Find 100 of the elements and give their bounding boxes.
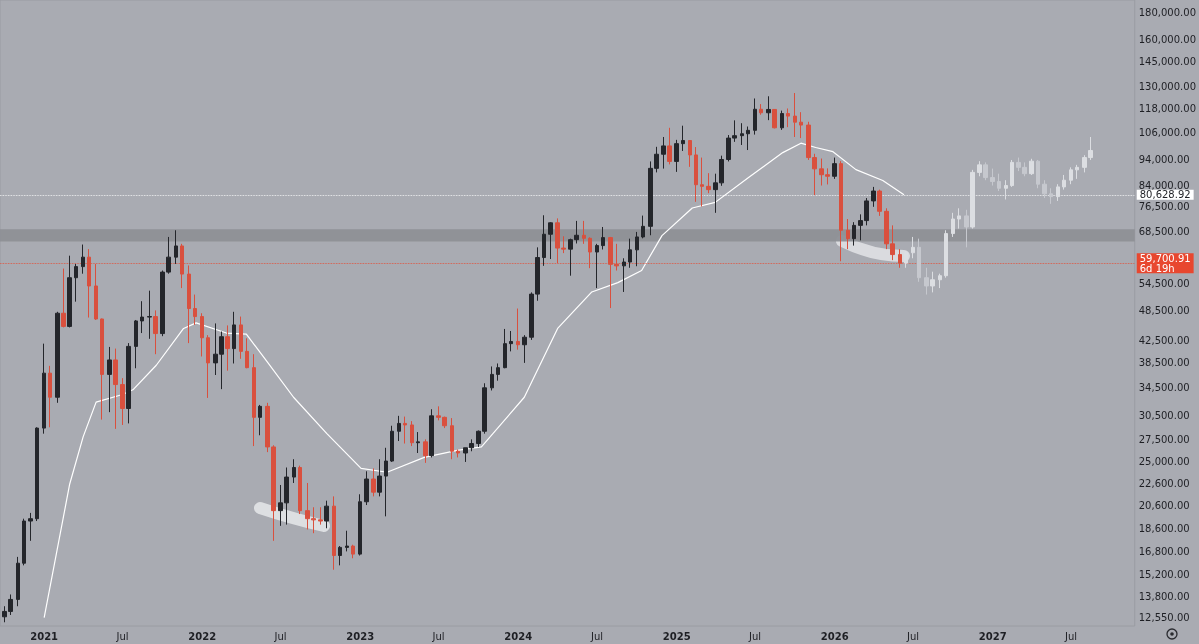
candlestick (898, 248, 902, 269)
x-tick-label: 2021 (30, 630, 59, 642)
candlestick (746, 126, 750, 151)
candlestick (542, 214, 546, 267)
x-tick-label: Jul (748, 630, 762, 642)
candlestick (239, 316, 243, 360)
candlestick (397, 415, 401, 442)
candlestick (582, 220, 586, 245)
candlestick (772, 108, 777, 129)
candlestick (42, 343, 46, 435)
candlestick (377, 458, 382, 497)
candlestick (140, 300, 144, 334)
candlestick (429, 408, 434, 458)
candlestick (252, 353, 256, 447)
candlestick (667, 127, 672, 165)
candlestick (61, 268, 66, 328)
y-tick-label: 16,800.00 (1138, 545, 1190, 557)
candlestick (120, 377, 125, 426)
candlestick (332, 495, 336, 571)
candlestick (1042, 179, 1047, 199)
candlestick (345, 530, 349, 552)
candlestick (1029, 158, 1034, 176)
candlestick (970, 169, 975, 230)
candlestick (977, 160, 982, 177)
candlestick (180, 243, 184, 289)
candlestick (846, 218, 850, 250)
candlestick (258, 404, 262, 436)
candlestick (548, 221, 553, 260)
candlestick (522, 334, 527, 364)
y-tick-label: 27,500.00 (1138, 433, 1190, 445)
y-tick-label: 25,000.00 (1138, 455, 1190, 467)
x-tick-label: Jul (906, 630, 920, 642)
candlestick (503, 328, 507, 369)
candlestick (641, 215, 645, 239)
candlestick (245, 337, 249, 369)
x-tick-label: Jul (273, 630, 287, 642)
x-tick-label: Jul (431, 630, 445, 642)
candlestick (957, 207, 961, 230)
candlestick (793, 92, 797, 138)
candlestick (81, 244, 85, 275)
candlestick (174, 229, 178, 265)
y-tick-label: 130,000.00 (1138, 80, 1197, 92)
x-tick-label: 2024 (504, 630, 533, 642)
candlestick (983, 161, 988, 181)
candlestick (74, 263, 78, 303)
candlestick (516, 308, 520, 351)
candlestick (661, 136, 666, 170)
candlestick (292, 458, 296, 484)
x-tick-label: 2027 (978, 630, 1007, 642)
candlestick (232, 311, 236, 364)
candlestick (706, 172, 711, 194)
candlestick (681, 125, 685, 152)
candlestick (225, 324, 230, 372)
y-tick-label: 48,500.00 (1138, 304, 1190, 316)
candlestick (1004, 179, 1008, 200)
y-tick-label: 20,600.00 (1138, 499, 1190, 511)
candlestick (509, 330, 513, 352)
candlestick (1075, 164, 1079, 180)
candlestick (206, 334, 210, 399)
candlestick (990, 168, 995, 187)
candlestick (635, 231, 639, 267)
candlestick (1056, 183, 1060, 202)
candlestick (113, 348, 118, 430)
candlestick (153, 309, 158, 355)
x-tick-label: 2023 (346, 630, 375, 642)
x-tick-label: 2026 (820, 630, 849, 642)
y-tick-label: 34,500.00 (1138, 382, 1190, 394)
candlestick (358, 493, 362, 556)
candlestick (595, 243, 599, 289)
candlestick (390, 425, 394, 463)
y-tick-label: 160,000.00 (1138, 33, 1197, 45)
candlestick (324, 500, 329, 529)
candlestick (877, 189, 882, 217)
candlestick (187, 264, 191, 344)
candlestick (871, 186, 876, 208)
candlestick (416, 431, 420, 454)
candlestick (786, 107, 790, 128)
ref-line-label: 59,700.91 6d 19h (1139, 252, 1191, 274)
candlestick (753, 97, 757, 136)
candlestick (1069, 166, 1073, 185)
y-tick-label: 94,000.00 (1138, 154, 1190, 166)
candlestick (147, 290, 152, 340)
candlestick (35, 426, 39, 522)
candlestick (107, 346, 112, 413)
y-tick-label: 12,550.00 (1138, 612, 1190, 624)
candlestick (134, 319, 138, 369)
x-tick-label: Jul (115, 630, 129, 642)
y-tick-label: 54,500.00 (1138, 278, 1190, 290)
candlestick (766, 95, 771, 121)
candlestick (456, 449, 460, 458)
y-tick-label: 30,500.00 (1138, 410, 1190, 422)
candlestick (351, 544, 355, 559)
candlestick (964, 209, 969, 248)
candlestick (674, 139, 679, 173)
candlestick (628, 238, 632, 269)
candlestick (16, 556, 20, 607)
y-tick-label: 13,800.00 (1138, 590, 1190, 602)
candlestick (403, 416, 407, 445)
y-tick-label: 22,600.00 (1138, 478, 1190, 490)
candlestick (924, 267, 929, 296)
